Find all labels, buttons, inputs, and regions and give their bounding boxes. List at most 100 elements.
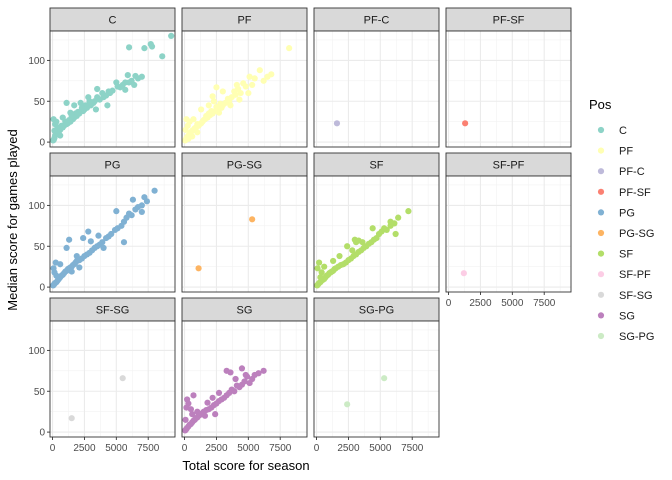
- data-point-sg: [187, 406, 195, 413]
- data-point-c: [124, 72, 131, 79]
- data-point-pg: [103, 234, 110, 242]
- data-point-pf: [185, 135, 192, 142]
- data-point-c: [141, 45, 148, 52]
- x-tick-label: 2500: [337, 443, 360, 454]
- data-point-c: [50, 137, 57, 144]
- legend-key-pg-sg: [597, 229, 605, 237]
- legend-item-c: C: [597, 125, 627, 137]
- data-point-c: [168, 32, 175, 40]
- data-point-pf: [256, 67, 263, 74]
- data-point-sf: [330, 257, 337, 265]
- x-tick-label: 5000: [369, 443, 392, 454]
- legend-key-pf: [597, 147, 605, 154]
- data-point-c: [94, 85, 101, 93]
- legend-key-sf: [597, 250, 605, 257]
- data-point-sg: [209, 394, 216, 401]
- panel-border: [313, 175, 440, 293]
- data-point-pf: [213, 84, 220, 91]
- data-point-c: [113, 79, 120, 86]
- facet-strip-label-pg-sg: PG-SG: [227, 160, 262, 172]
- data-point-pf: [227, 102, 234, 109]
- facet-panel-c: C 0 50 100: [28, 7, 176, 149]
- legend-key-c: [597, 126, 605, 134]
- data-point-c: [67, 109, 74, 116]
- x-tick-label: 7500: [401, 443, 424, 454]
- facet-strip-label-c: C: [109, 15, 117, 27]
- data-point-pf: [209, 93, 216, 100]
- data-point-pf: [246, 73, 253, 80]
- legend-label-pg: PG: [619, 207, 635, 219]
- x-tick-label: 2500: [205, 443, 228, 454]
- data-point-pf: [260, 77, 267, 84]
- data-point-pg: [87, 238, 94, 245]
- data-point-c: [63, 99, 70, 106]
- y-tick-label: 50: [34, 387, 46, 398]
- data-point-pf: [249, 81, 256, 89]
- x-tick-label: 0: [446, 298, 452, 309]
- facet-panel-pg-sg: PG-SG: [181, 152, 308, 293]
- data-point-sg: [223, 367, 230, 374]
- panel-border: [181, 30, 308, 148]
- data-point-sf-sg: [119, 375, 126, 382]
- data-point-sg: [260, 367, 267, 374]
- legend-label-sf-sg: SF-SG: [619, 290, 653, 302]
- facet-panel-sf: SF: [313, 152, 440, 293]
- panel-border: [181, 320, 308, 438]
- facet-panel-pf: PF: [181, 7, 308, 148]
- panel-border: [445, 175, 572, 293]
- data-point-c: [104, 102, 111, 109]
- facet-panel-pf-sf: PF-SF: [445, 7, 572, 148]
- y-tick-label: 50: [34, 242, 46, 253]
- legend-label-sf: SF: [619, 249, 633, 261]
- data-point-sf: [349, 247, 356, 254]
- data-point-pf: [219, 88, 226, 95]
- data-point-c: [147, 40, 154, 48]
- legend-item-sf-sg: SF-SG: [597, 290, 653, 302]
- y-tick-label: 0: [39, 428, 45, 439]
- data-point-pg: [120, 239, 128, 246]
- data-point-pf: [236, 96, 243, 103]
- facet-strip-label-sf-pf: SF-PF: [493, 160, 525, 172]
- data-point-pg: [85, 228, 92, 235]
- data-point-sg: [185, 400, 192, 407]
- legend-item-sf: SF: [597, 249, 633, 261]
- data-point-pg: [113, 208, 120, 215]
- panel-border: [313, 320, 440, 438]
- data-point-pf: [286, 45, 293, 52]
- x-axis-title: Total score for season: [182, 458, 309, 473]
- data-point-sg: [194, 408, 201, 415]
- legend-key-pf-c: [597, 168, 605, 175]
- data-point-sf-pf: [460, 270, 467, 277]
- data-point-pg: [95, 232, 102, 239]
- legend-key-pf-sf: [597, 188, 605, 195]
- data-point-c: [71, 102, 78, 109]
- facet-panel-sg: SG 0 2500 5000 7500: [181, 297, 308, 454]
- data-point-pf: [251, 75, 258, 82]
- legend-key-pg: [597, 209, 605, 216]
- legend-item-sg-pg: SG-PG: [597, 331, 654, 343]
- legend-item-pf-c: PF-C: [597, 166, 645, 178]
- facet-strip-label-pf-c: PF-C: [364, 15, 390, 27]
- data-point-c: [99, 89, 106, 97]
- data-point-sf: [336, 252, 343, 260]
- data-point-sf: [316, 259, 323, 266]
- data-point-c: [131, 81, 138, 89]
- data-point-pg: [73, 252, 80, 260]
- legend-label-pf: PF: [619, 146, 633, 158]
- data-point-sg: [238, 365, 246, 372]
- data-point-c: [78, 104, 85, 111]
- data-point-pg: [111, 226, 119, 234]
- facet-panel-pg: PG 0 50 100: [28, 152, 176, 294]
- x-tick-label: 7500: [533, 298, 556, 309]
- facet-panel-sf-pf: SF-PF 0 2500 5000 7500: [445, 152, 572, 309]
- data-point-pf: [190, 116, 197, 123]
- data-point-pg: [100, 244, 107, 251]
- panel-background: [314, 31, 439, 147]
- legend-label-pf-c: PF-C: [619, 166, 645, 178]
- data-point-sf-sg: [68, 415, 75, 422]
- data-point-pg-sg: [249, 216, 256, 223]
- x-tick-label: 7500: [269, 443, 292, 454]
- legend: Pos C PF PF-C PF-SF PG PG-SG SF SF-PF SF-SG SG SG-…: [589, 97, 654, 343]
- data-point-pf: [210, 98, 217, 105]
- data-point-pf: [240, 80, 247, 87]
